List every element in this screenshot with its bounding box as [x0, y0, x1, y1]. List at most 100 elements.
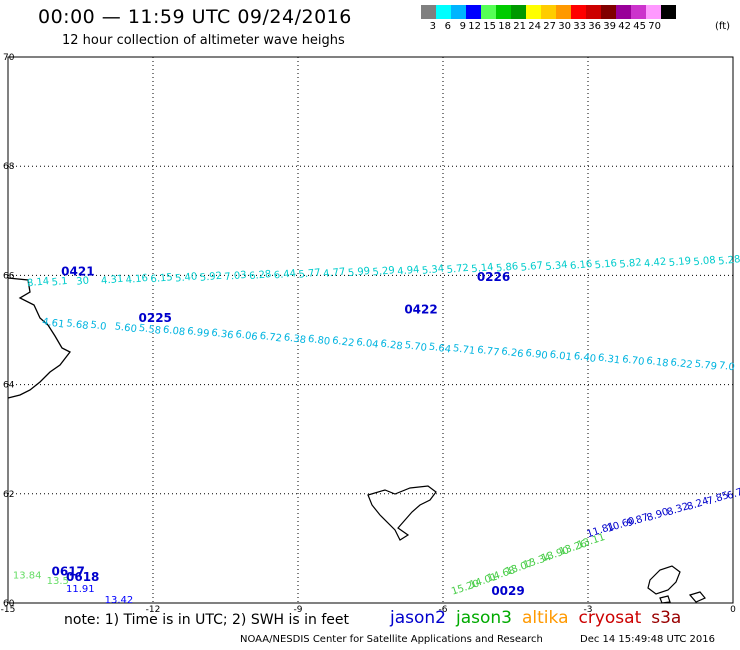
swh-value: 11.91 [66, 584, 95, 595]
legend-label: 27 [543, 21, 556, 32]
swh-value: 5.58 [138, 323, 162, 337]
legend-swatch [586, 5, 601, 19]
legend-label: 39 [603, 21, 616, 32]
legend-label: 12 [468, 21, 481, 32]
swh-value: 5.34 [545, 260, 568, 273]
swh-value: 13.42 [105, 595, 134, 606]
swh-value: 5.99 [347, 266, 370, 279]
legend-swatch [526, 5, 541, 19]
pass-label: 0617 [52, 565, 85, 579]
swh-value: 6.44 [273, 268, 296, 281]
swh-value: 6.08 [162, 324, 186, 338]
swh-value: 7.03 [224, 270, 247, 283]
legend-swatch [481, 5, 496, 19]
legend-label: 3 [429, 21, 436, 32]
legend-swatch [451, 5, 466, 19]
legend-label: 24 [528, 21, 541, 32]
legend-swatch [436, 5, 451, 19]
lon-tick-label: -15 [1, 605, 16, 615]
swh-value: 4.31 [101, 274, 124, 287]
swh-value: 5.08 [693, 255, 716, 268]
swh-value: 4.77 [323, 267, 346, 280]
swh-value: 5.82 [619, 257, 642, 270]
satellite-name-jason2: jason2 [390, 608, 446, 628]
swh-value: 6.40 [573, 351, 597, 365]
legend-label: 15 [483, 21, 496, 32]
swh-value: 6.77 [476, 345, 500, 359]
shetland-islands-coastline [647, 565, 706, 604]
lon-tick-label: -6 [439, 605, 448, 615]
legend-swatch [466, 5, 481, 19]
swh-value: 5.19 [668, 256, 691, 269]
pass-label: 0421 [61, 264, 94, 278]
swh-value: 5.70 [404, 340, 428, 354]
swh-value: 6.16 [570, 259, 593, 272]
lon-tick-label: -3 [584, 605, 593, 615]
lon-tick-label: -9 [294, 605, 303, 615]
swh-value: 6.06 [235, 329, 259, 343]
swh-value: 6.72 [259, 331, 283, 345]
legend-swatch [421, 5, 436, 19]
swh-value: 4.61 [41, 317, 65, 331]
swh-value: 6.22 [331, 335, 355, 349]
legend-swatch [661, 5, 676, 19]
swh-value: 6.31 [597, 352, 621, 366]
faroe-islands-coastline [367, 485, 437, 541]
swh-value: 5.29 [372, 265, 395, 278]
swh-value: 6.90 [525, 348, 549, 362]
swh-value: 4.16 [125, 273, 148, 286]
legend-label: 36 [588, 21, 601, 32]
legend-swatch [571, 5, 586, 19]
legend-swatch [496, 5, 511, 19]
swh-value: 6.99 [186, 326, 210, 340]
swh-value: 6.22 [670, 357, 694, 371]
swh-value: 5.86 [496, 261, 519, 274]
legend-swatch [631, 5, 646, 19]
satellite-name-jason3: jason3 [456, 608, 512, 628]
lon-tick-label: -12 [146, 605, 161, 615]
timestamp-text: Dec 14 15:49:48 UTC 2016 [580, 634, 715, 645]
lat-tick-label: 64 [3, 381, 15, 391]
legend-label: 33 [573, 21, 586, 32]
legend-label: 45 [633, 21, 646, 32]
swh-value: 6.15 [150, 272, 173, 285]
swh-value: 5.79 [694, 359, 718, 373]
swh-value: 4.42 [644, 257, 667, 270]
legend-label: 6 [444, 21, 451, 32]
legend-swatch [541, 5, 556, 19]
satellite-name-altika: altika [522, 608, 569, 628]
pass-label: 0029 [491, 584, 524, 598]
satellite-name-s3a: s3a [651, 608, 682, 628]
legend-label: 70 [648, 21, 661, 32]
swh-value: 6.04 [356, 337, 380, 351]
swh-value: 6.80 [307, 334, 331, 348]
swh-value: 5.14 [471, 262, 494, 275]
legend-swatch [601, 5, 616, 19]
legend-label: 21 [513, 21, 526, 32]
legend-swatch [616, 5, 631, 19]
map-frame [7, 56, 734, 604]
swh-value: 4.94 [397, 264, 420, 277]
pass-label: 0422 [404, 303, 437, 317]
lat-tick-label: 66 [3, 271, 15, 281]
swh-value: 6.26 [501, 346, 525, 360]
map-title: 00:00 — 11:59 UTC 09/24/2016 [38, 6, 352, 28]
swh-value: 5.71 [452, 343, 476, 357]
lat-tick-label: 70 [3, 53, 15, 63]
swh-value: 6.28 [380, 338, 404, 352]
swh-value: 30 [76, 275, 90, 287]
footer-note: note: 1) Time is in UTC; 2) SWH is in fe… [64, 612, 350, 628]
swh-value: 5.64 [428, 342, 452, 356]
swh-value: 5.34 [421, 264, 444, 277]
legend-swatch [646, 5, 661, 19]
satellite-legend: jason2 jason3 altika cryosat s3a [390, 608, 691, 628]
lat-tick-label: 60 [3, 599, 15, 609]
swh-value: 13.84 [13, 570, 42, 581]
swh-value: 6.01 [549, 349, 573, 363]
legend-swatch [511, 5, 526, 19]
swh-value: 5.40 [175, 271, 198, 284]
legend-label: 30 [558, 21, 571, 32]
legend-label: 42 [618, 21, 631, 32]
lon-tick-label: 0 [730, 605, 736, 615]
map-subtitle: 12 hour collection of altimeter wave hei… [62, 33, 345, 48]
